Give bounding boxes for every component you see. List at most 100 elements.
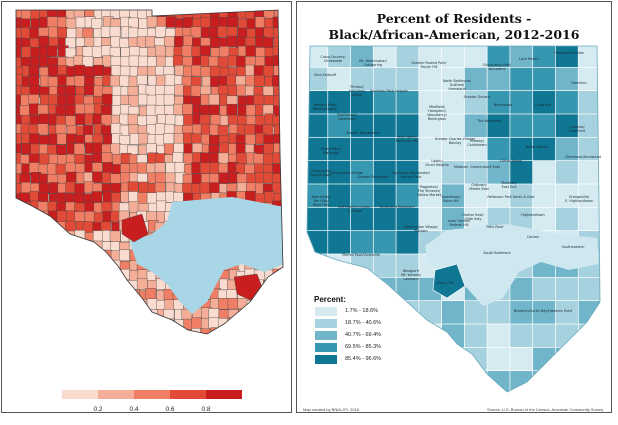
census-tract — [110, 308, 121, 320]
neighborhood-area — [577, 160, 600, 185]
neighborhood-label: Cherry Hill — [436, 281, 454, 285]
neighborhood-area — [486, 300, 511, 325]
census-tract — [47, 210, 59, 223]
legend-label: 18.7% - 40.6% — [345, 320, 382, 326]
census-tract — [92, 259, 104, 271]
census-tract — [16, 290, 23, 302]
census-tract — [120, 327, 131, 334]
census-tract — [16, 241, 22, 253]
neighborhood-area — [350, 370, 375, 392]
neighborhood-area — [555, 370, 580, 392]
census-tract — [262, 318, 274, 330]
census-tract — [55, 163, 67, 176]
census-tract — [37, 123, 49, 135]
neighborhood-area — [350, 230, 375, 255]
census-tract — [272, 163, 283, 175]
neighborhood-area — [532, 346, 557, 372]
neighborhood-area — [395, 346, 420, 372]
neighborhood-area — [350, 276, 375, 302]
census-tract — [93, 230, 104, 242]
neighborhood-label: Greater Govans — [464, 95, 491, 99]
census-tract — [65, 241, 77, 254]
census-tract — [164, 327, 176, 334]
census-tract — [155, 55, 167, 68]
census-tract — [165, 162, 176, 174]
census-tract — [165, 114, 177, 126]
census-tract — [273, 95, 283, 107]
census-tract — [65, 181, 76, 193]
footer-source: Source: U.S. Bureau of the Census, Ameri… — [487, 407, 604, 412]
census-tract — [245, 104, 257, 117]
census-tract — [39, 260, 50, 272]
neighborhood-area — [555, 323, 580, 349]
neighborhood-area — [555, 90, 580, 115]
census-tract — [219, 327, 231, 334]
census-tract — [57, 309, 69, 321]
census-tract — [66, 28, 78, 40]
neighborhood-area — [441, 300, 466, 325]
neighborhood-area — [555, 66, 580, 92]
census-tract — [74, 268, 86, 281]
census-tract — [273, 85, 283, 97]
census-tract — [154, 172, 166, 184]
census-tract — [66, 288, 77, 301]
census-tract — [46, 221, 58, 233]
neighborhood-label: Edmondson Village — [331, 171, 363, 175]
census-tract — [19, 105, 31, 117]
census-tract — [56, 210, 68, 222]
census-tract — [119, 249, 130, 261]
neighborhood-label: Claremont/Armistead — [565, 155, 601, 159]
map-title-line1: Percent of Residents - — [376, 11, 532, 26]
neighborhood-label: Upton/Druid Heights — [425, 159, 449, 167]
census-tract — [262, 153, 274, 166]
census-tract — [74, 319, 85, 331]
census-tract — [127, 113, 139, 126]
census-tract — [181, 45, 193, 57]
neighborhood-area — [577, 276, 600, 302]
neighborhood-label: North Baltimore/Guilford/Homeland — [443, 79, 472, 91]
neighborhood-label: Chinquapin Park/Belvedere — [483, 63, 513, 71]
census-tract — [138, 132, 150, 145]
neighborhood-area — [509, 346, 534, 372]
neighborhood-area — [395, 66, 420, 92]
neighborhood-area — [532, 183, 557, 209]
census-tract — [93, 279, 105, 291]
neighborhood-area — [350, 136, 375, 162]
census-tract — [46, 307, 58, 320]
census-tract — [102, 259, 113, 271]
census-tract — [163, 36, 175, 48]
census-tract — [272, 152, 283, 164]
neighborhood-area — [464, 113, 489, 139]
census-tract — [210, 327, 222, 334]
census-tract — [209, 37, 221, 49]
census-tract — [111, 268, 123, 281]
legend-label: 1.7% - 18.6% — [345, 308, 379, 314]
neighborhood-label: Morrell Park/Violetville — [342, 253, 380, 257]
census-tract — [38, 250, 50, 262]
neighborhood-area — [532, 206, 557, 232]
census-tract — [245, 45, 257, 57]
census-tract — [227, 297, 239, 310]
neighborhood-label: Southeastern — [562, 245, 585, 249]
census-tract — [48, 231, 60, 243]
census-tract — [21, 289, 33, 302]
census-tract — [100, 26, 112, 38]
census-tract — [57, 329, 68, 334]
neighborhood-label: Harbor East/Little Italy — [462, 213, 484, 221]
census-tract — [65, 299, 77, 311]
census-tract — [92, 171, 103, 183]
census-tract — [102, 298, 114, 310]
neighborhood-area — [555, 46, 580, 69]
census-tract — [218, 298, 229, 310]
census-tract — [262, 309, 274, 322]
census-tract — [28, 239, 40, 252]
neighborhood-area — [418, 323, 443, 349]
census-tract — [137, 328, 148, 334]
census-tract — [75, 16, 87, 29]
census-tract — [263, 290, 274, 302]
census-tract — [121, 213, 149, 243]
census-tract — [75, 103, 86, 116]
census-tract — [57, 268, 68, 281]
colorbar-tick-label: 0.2 — [93, 406, 103, 413]
census-tract — [101, 201, 113, 214]
